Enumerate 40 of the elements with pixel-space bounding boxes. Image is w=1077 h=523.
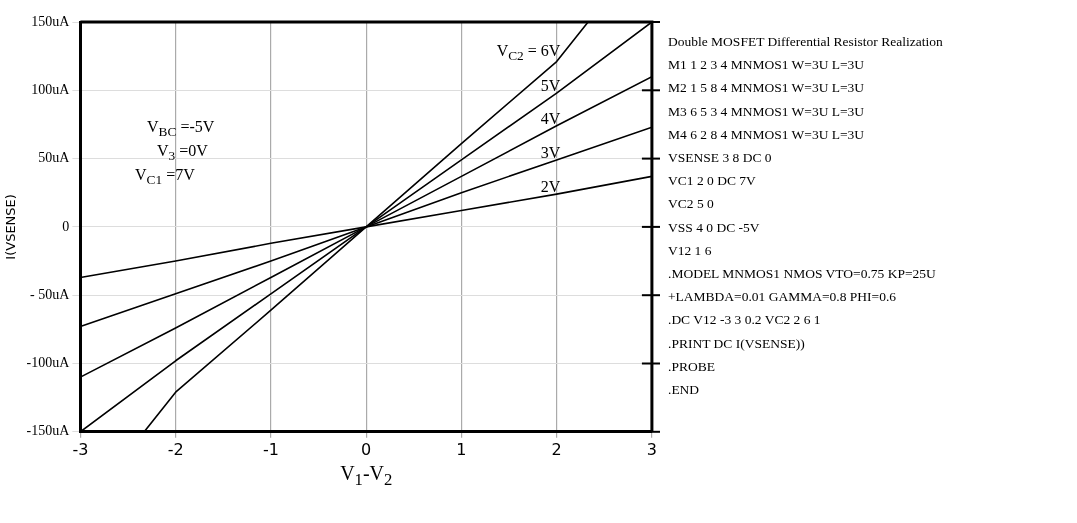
text: +LAMBDA=0.01 GAMMA=0.8 PHI=0.6 bbox=[668, 288, 898, 307]
annotation: V$_{BC}$ =-5V bbox=[147, 118, 215, 141]
text: Double MOSFET Differential Resistor Realization bbox=[668, 33, 943, 51]
x-tick-label: 2 bbox=[551, 439, 562, 459]
text: .MODEL MNMOS1 NMOS VTO=0.75 KP=25U bbox=[668, 265, 937, 284]
x-tick-label: -1 bbox=[262, 439, 279, 459]
y-tick-label: -100uA bbox=[26, 355, 71, 371]
text: .DC V12 -3 3 0.2 VC2 2 6 1 bbox=[668, 311, 822, 330]
text: VSS 4 0 DC -5V bbox=[668, 218, 761, 237]
series-label: 4V bbox=[540, 109, 561, 128]
text: M4 6 2 8 4 MNMOS1 W=3U L=3U bbox=[668, 125, 866, 144]
y-tick-label: 150uA bbox=[31, 13, 71, 29]
text: M2 1 5 8 4 MNMOS1 W=3U L=3U bbox=[668, 79, 866, 98]
x-tick-label: 0 bbox=[361, 439, 372, 459]
text: VSENSE 3 8 DC 0 bbox=[668, 149, 773, 167]
y-tick-label: 0 bbox=[62, 218, 70, 234]
x-axis-title: V$_{1}$-V$_{2}$ bbox=[340, 461, 393, 490]
text: M3 6 5 3 4 MNMOS1 W=3U L=3U bbox=[668, 102, 866, 121]
text: VC2 5 0 bbox=[668, 195, 715, 214]
text: M1 1 2 3 4 MNMOS1 W=3U L=3U bbox=[668, 56, 866, 75]
text: .PROBE bbox=[668, 357, 716, 376]
series-label: V$_{C2}$ = 6V bbox=[496, 41, 561, 64]
y-tick-label: -150uA bbox=[26, 423, 71, 439]
x-tick-label: -2 bbox=[167, 439, 184, 459]
series-label: 2V bbox=[540, 178, 561, 197]
text: V12 1 6 bbox=[668, 241, 713, 260]
series-label: 3V bbox=[540, 143, 561, 162]
y-tick-label: - 50uA bbox=[30, 286, 71, 302]
annotation: V$_{3}$ =0V bbox=[157, 142, 208, 165]
series-label: 5V bbox=[540, 77, 561, 96]
y-axis-title: I(VSENSE) bbox=[3, 194, 19, 260]
x-tick-label: 1 bbox=[456, 439, 467, 459]
text: .PRINT DC I(VSENSE)) bbox=[668, 334, 806, 353]
text: VC1 2 0 DC 7V bbox=[668, 172, 757, 191]
x-tick-label: 3 bbox=[646, 439, 657, 459]
y-tick-label: 50uA bbox=[38, 150, 71, 166]
x-tick-label: -3 bbox=[72, 439, 89, 459]
text: .END bbox=[668, 381, 701, 400]
y-tick-label: 100uA bbox=[31, 81, 71, 97]
annotation: V$_{C1}$ =7V bbox=[135, 166, 195, 189]
